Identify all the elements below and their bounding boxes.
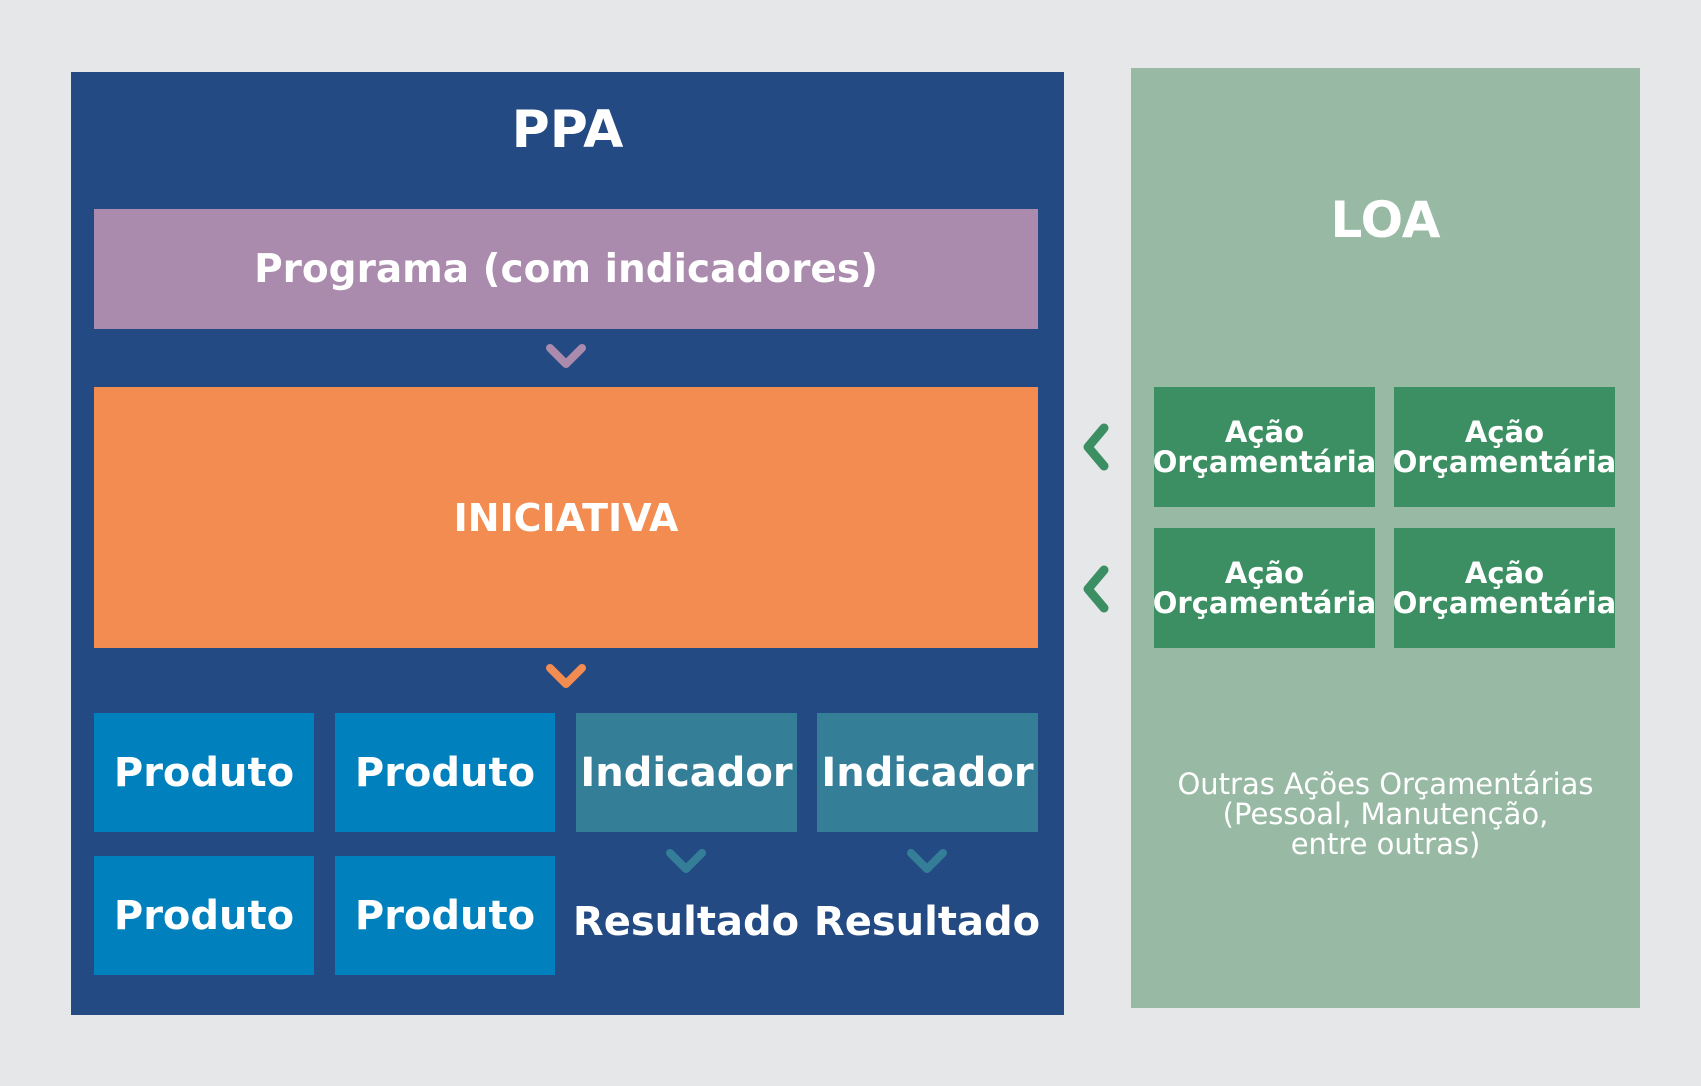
chevron-left-icon [1083, 565, 1109, 613]
indicador-box: Indicador [576, 713, 797, 832]
acao-line1: Ação [1464, 555, 1545, 590]
acao-line2: Orçamentária [1152, 586, 1377, 620]
chevron-down-icon [546, 344, 586, 368]
outras-acoes-text: Outras Ações Orçamentárias (Pessoal, Man… [1131, 764, 1640, 864]
acao-line2: Orçamentária [1392, 586, 1617, 620]
outras-line3: entre outras) [1290, 827, 1481, 861]
acao-orcamentaria-box: Ação Orçamentária [1392, 528, 1617, 648]
acao-line1: Ação [1224, 555, 1305, 590]
chevron-down-icon [666, 849, 706, 873]
acao-line1: Ação [1464, 414, 1545, 449]
programa-box: Programa (com indicadores) [94, 209, 1038, 329]
chevron-down-icon [546, 664, 586, 688]
outras-line1: Outras Ações Orçamentárias [1177, 767, 1594, 801]
chevron-down-icon [907, 849, 947, 873]
iniciativa-box: INICIATIVA [94, 387, 1038, 648]
chevron-left-icon [1083, 423, 1109, 471]
produto-box: Produto [335, 713, 555, 832]
ppa-title: PPA [511, 100, 624, 160]
resultado-label: Resultado [572, 899, 800, 945]
acao-orcamentaria-box: Ação Orçamentária [1152, 528, 1377, 648]
indicador-box: Indicador [817, 713, 1038, 832]
acao-line1: Ação [1224, 414, 1305, 449]
outras-line2: (Pessoal, Manutenção, [1222, 797, 1549, 831]
loa-title: LOA [1330, 191, 1441, 249]
acao-line2: Orçamentária [1392, 445, 1617, 479]
acao-orcamentaria-box: Ação Orçamentária [1392, 387, 1617, 507]
produto-box: Produto [94, 856, 314, 975]
produto-box: Produto [94, 713, 314, 832]
produto-box: Produto [335, 856, 555, 975]
acao-line2: Orçamentária [1152, 445, 1377, 479]
resultado-label: Resultado [813, 899, 1041, 945]
acao-orcamentaria-box: Ação Orçamentária [1152, 387, 1377, 507]
